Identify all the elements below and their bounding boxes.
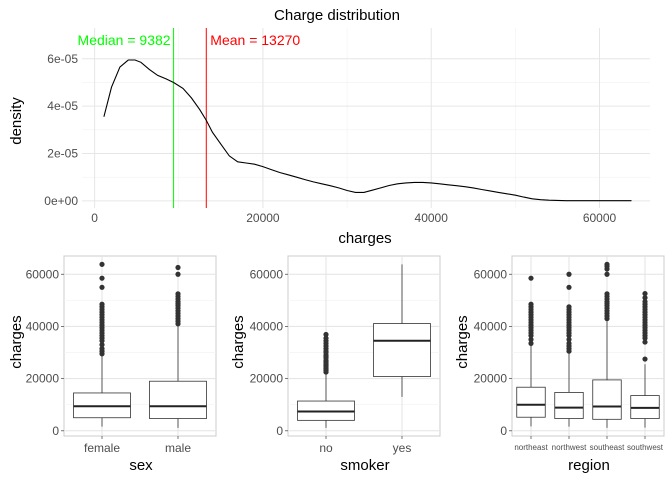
box-iqr xyxy=(554,392,584,419)
y-tick-label: 60000 xyxy=(250,267,284,281)
outlier-point xyxy=(99,284,105,290)
density-x-axis-title: charges xyxy=(338,230,391,247)
x-tick-label: male xyxy=(165,441,191,455)
outlier-point xyxy=(604,261,610,267)
x-tick-label: 0 xyxy=(91,211,98,225)
outlier-point xyxy=(99,275,105,281)
x-tick-label: southeast xyxy=(590,443,625,452)
sex-boxplot: 0 20000 40000 60000 female male sex charges xyxy=(8,255,217,474)
outlier-point xyxy=(528,275,534,281)
outlier-point xyxy=(175,264,181,271)
outlier-point xyxy=(566,304,572,310)
density-chart: Charge distribution 0 20000 40000 60000 0e+0… xyxy=(8,7,650,247)
box-female xyxy=(73,261,131,427)
y-tick-label: 0 xyxy=(500,424,507,438)
density-y-axis-title: density xyxy=(8,97,25,145)
outlier-point xyxy=(642,339,648,345)
outlier-point xyxy=(642,295,648,301)
outlier-point xyxy=(604,271,610,277)
box-yes xyxy=(373,264,431,397)
x-tick-label: 60000 xyxy=(583,211,617,225)
box-iqr xyxy=(149,380,207,419)
y-tick-label: 20000 xyxy=(474,372,508,386)
x-tick-label: female xyxy=(84,441,120,455)
y-tick-label: 20000 xyxy=(250,372,284,386)
smoker-boxplot: 0 20000 40000 60000 no yes smoker charges xyxy=(230,255,441,474)
outlier-point xyxy=(642,356,648,362)
x-tick-label: northeast xyxy=(514,443,548,452)
x-tick-label: no xyxy=(319,441,333,455)
x-tick-label: southwest xyxy=(627,443,664,452)
sex-boxplot-panel: 0 20000 40000 60000 female male xyxy=(26,255,217,455)
outlier-point xyxy=(566,340,572,346)
box-iqr xyxy=(373,323,431,377)
outlier-point xyxy=(642,299,648,305)
panel-border xyxy=(63,255,217,437)
box-northwest xyxy=(554,271,584,427)
y-tick-label: 6e-05 xyxy=(47,52,78,66)
y-tick-label: 40000 xyxy=(474,319,508,333)
smoker-boxplot-panel: 0 20000 40000 60000 no yes xyxy=(250,255,441,455)
box-southeast xyxy=(592,261,622,428)
sex-y-axis-title: charges xyxy=(8,315,25,368)
smoker-x-axis-title: smoker xyxy=(340,457,389,474)
box-male xyxy=(149,264,207,428)
box-iqr xyxy=(592,379,622,420)
outlier-point xyxy=(175,291,181,297)
density-tick-labels: 0 20000 40000 60000 0e+00 2e-05 4e-05 6e-05 xyxy=(44,52,616,225)
outlier-point xyxy=(99,346,105,352)
y-tick-label: 40000 xyxy=(26,319,60,333)
y-tick-label: 60000 xyxy=(474,267,508,281)
reference-lines: Median = 9382 Mean = 13270 xyxy=(78,28,300,208)
region-x-axis-title: region xyxy=(568,457,610,474)
y-tick-label: 0 xyxy=(276,424,283,438)
density-chart-title: Charge distribution xyxy=(274,7,400,24)
region-boxplot-panel: 0 20000 40000 60000 northeast northwest southe… xyxy=(474,255,665,452)
mean-label: Mean = 13270 xyxy=(210,32,300,48)
panel-border xyxy=(511,255,665,437)
density-grid xyxy=(82,28,650,208)
y-tick-label: 4e-05 xyxy=(47,99,78,113)
x-tick-label: 20000 xyxy=(246,211,280,225)
box-iqr xyxy=(516,386,546,418)
y-tick-label: 40000 xyxy=(250,319,284,333)
x-tick-label: 40000 xyxy=(415,211,449,225)
y-tick-label: 2e-05 xyxy=(47,147,78,161)
outlier-point xyxy=(528,301,534,307)
box-northeast xyxy=(516,275,546,427)
outlier-point xyxy=(175,271,181,277)
outlier-point xyxy=(604,291,610,297)
outlier-point xyxy=(528,340,534,346)
outlier-point xyxy=(528,336,534,343)
x-tick-label: yes xyxy=(393,441,412,455)
outlier-point xyxy=(566,271,572,277)
smoker-y-axis-title: charges xyxy=(230,315,247,368)
box-southwest xyxy=(630,290,660,428)
outlier-point xyxy=(99,261,105,267)
y-tick-label: 0 xyxy=(52,424,59,438)
outlier-point xyxy=(323,331,329,338)
outlier-point xyxy=(99,342,105,348)
outlier-point xyxy=(566,336,572,343)
region-y-axis-title: charges xyxy=(454,315,471,368)
y-tick-label: 60000 xyxy=(26,267,60,281)
density-curve xyxy=(103,59,632,202)
outlier-point xyxy=(323,335,329,341)
box-no xyxy=(297,331,355,428)
outlier-point xyxy=(566,284,572,290)
panel-border xyxy=(287,255,441,437)
y-tick-label: 0e+00 xyxy=(44,194,78,208)
sex-x-axis-title: sex xyxy=(129,457,153,474)
region-boxplot: 0 20000 40000 60000 northeast northwest southe… xyxy=(454,255,665,474)
y-tick-label: 20000 xyxy=(26,372,60,386)
outlier-point xyxy=(99,301,105,307)
outlier-point xyxy=(642,290,648,297)
x-tick-label: northwest xyxy=(552,443,587,452)
median-label: Median = 9382 xyxy=(78,32,171,48)
